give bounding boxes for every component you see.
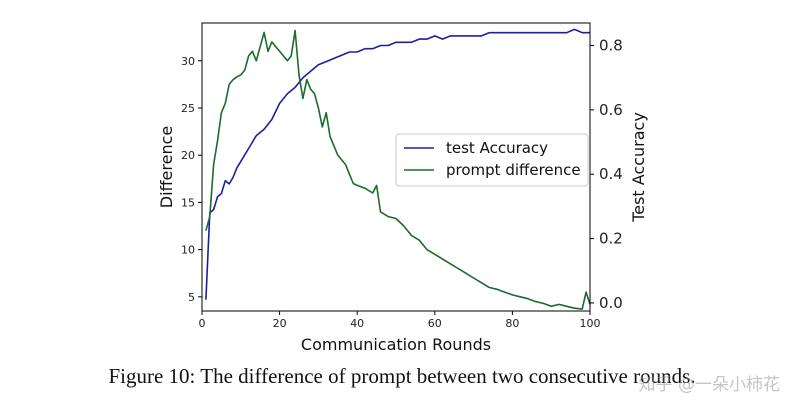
y-right-tick-label: 0.2 xyxy=(599,230,623,248)
y-left-tick-label: 15 xyxy=(181,196,195,209)
y-axis-left-label: Difference xyxy=(157,126,176,208)
x-axis-label: Communication Rounds xyxy=(301,335,491,354)
x-tick-label: 20 xyxy=(273,317,287,330)
plot-frame xyxy=(201,22,591,312)
chart: 0 20 40 60 80 100 5 10 15 20 25 30 0.0 0.2 0.4 0.6 0.8 C… xyxy=(157,22,648,354)
legend: test Accuracy prompt difference xyxy=(395,133,589,187)
x-tick-label: 60 xyxy=(428,317,442,330)
y-right-tick-label: 0.8 xyxy=(599,37,623,55)
y-right-tick-label: 0.4 xyxy=(599,165,623,183)
legend-label-prompt-difference: prompt difference xyxy=(446,161,581,179)
x-tick-label: 80 xyxy=(505,317,519,330)
y-axis-right-label: Test Accuracy xyxy=(629,112,648,223)
y-left-tick-label: 5 xyxy=(188,291,195,304)
series-line-prompt-difference xyxy=(205,29,591,310)
x-tick-label: 40 xyxy=(350,317,364,330)
figure-caption: Figure 10: The difference of prompt betw… xyxy=(108,364,696,388)
series-line-test-accuracy xyxy=(205,28,590,300)
legend-label-accuracy: test Accuracy xyxy=(446,139,548,157)
y-right-tick-label: 0.6 xyxy=(599,101,623,119)
y-left-tick-label: 30 xyxy=(181,55,195,68)
watermark: 知乎 @一朵小柿花 xyxy=(638,375,780,395)
x-tick-label: 0 xyxy=(199,317,206,330)
y-left-tick-label: 10 xyxy=(181,244,195,257)
y-right-tick-label: 0.0 xyxy=(599,294,623,312)
y-left-tick-label: 25 xyxy=(181,102,195,115)
legend-box xyxy=(395,133,589,187)
x-tick-label: 100 xyxy=(580,317,601,330)
y-left-tick-label: 20 xyxy=(181,149,195,162)
